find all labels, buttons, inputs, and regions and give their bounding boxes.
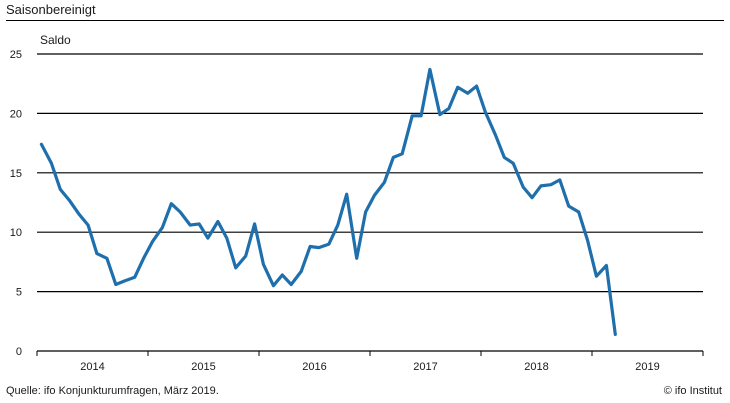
y-tick-label: 10	[10, 227, 22, 239]
series-line-0	[39, 67, 617, 336]
y-tick-label: 20	[10, 108, 22, 120]
source-note: Quelle: ifo Konjunkturumfragen, März 201…	[6, 385, 219, 397]
y-tick-label: 25	[10, 49, 22, 61]
y-tick-label: 0	[16, 346, 22, 358]
y-tick-label: 15	[10, 168, 22, 180]
y-tick-labels: 0 5 10 15 20 25	[10, 49, 22, 358]
gridlines	[37, 53, 703, 293]
x-tick-label-2018: 2018	[524, 361, 548, 373]
x-tick-label-2014: 2014	[80, 361, 104, 373]
x-tick-label-2017: 2017	[413, 361, 437, 373]
chart-header-title: Saisonbereinigt	[6, 2, 96, 17]
y-tick-label: 5	[16, 287, 22, 299]
copyright-credit: © ifo Institut	[663, 385, 722, 397]
y-axis-label: Saldo	[40, 33, 71, 47]
series-layer	[39, 67, 617, 336]
x-tick-label-2015: 2015	[191, 361, 215, 373]
x-tick-label-2016: 2016	[302, 361, 326, 373]
x-tick-label-2019: 2019	[635, 361, 659, 373]
x-axis: 2014 2015 2016 2017 2018 2019	[36, 350, 704, 373]
header-divider	[6, 20, 724, 21]
